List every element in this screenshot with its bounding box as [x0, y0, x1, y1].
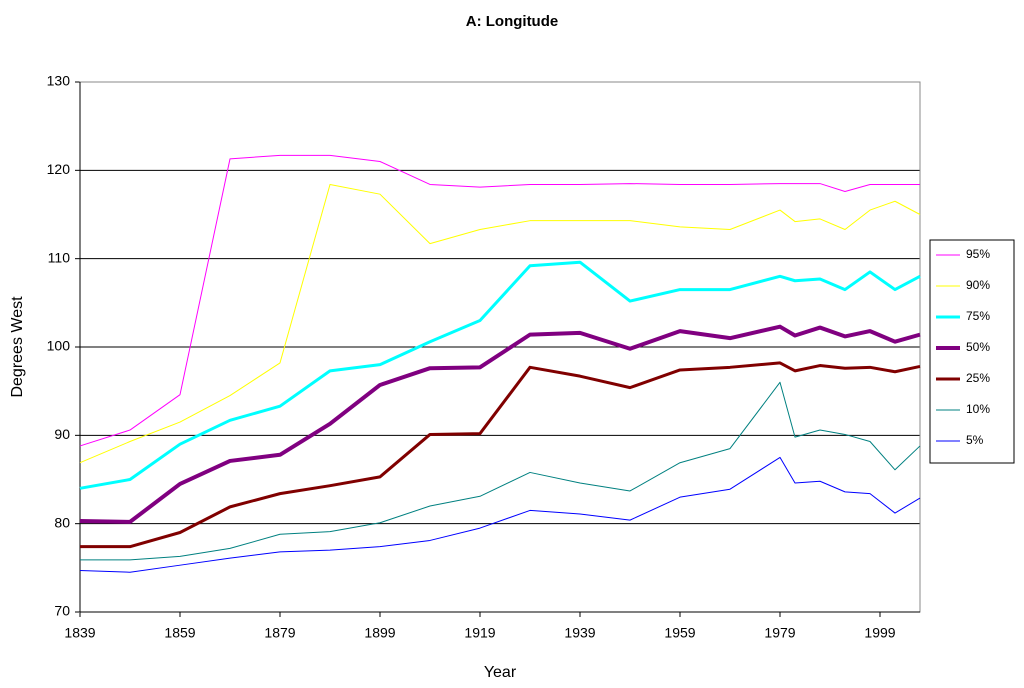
x-tick-label: 1899 — [364, 625, 395, 641]
series-line — [80, 381, 921, 561]
y-tick-label: 120 — [47, 161, 71, 177]
legend-label: 10% — [966, 402, 990, 416]
legend-label: 95% — [966, 247, 990, 261]
chart-title: A: Longitude — [466, 13, 558, 30]
series-line — [79, 324, 921, 524]
x-tick-label: 1919 — [464, 625, 495, 641]
legend-box — [929, 239, 1015, 464]
legend-label: 5% — [966, 433, 984, 447]
x-tick-label: 1859 — [164, 625, 195, 641]
x-tick-label: 1879 — [264, 625, 295, 641]
y-tick-label: 80 — [54, 514, 70, 530]
series-line — [79, 260, 921, 490]
x-tick-label: 1839 — [64, 625, 95, 641]
legend-label: 25% — [966, 371, 990, 385]
series-line — [79, 154, 920, 447]
legend-label: 50% — [966, 340, 990, 354]
y-tick-label: 70 — [54, 603, 70, 619]
x-tick-label: 1959 — [664, 625, 695, 641]
x-tick-label: 1979 — [764, 625, 795, 641]
y-tick-label: 110 — [48, 249, 71, 265]
series-line — [79, 183, 921, 464]
y-tick-label: 100 — [47, 338, 71, 354]
x-axis-label: Year — [484, 664, 517, 681]
x-tick-label: 1999 — [864, 625, 895, 641]
series-line — [79, 456, 921, 573]
y-tick-label: 90 — [54, 426, 70, 442]
legend-label: 75% — [966, 309, 990, 323]
y-tick-label: 130 — [47, 73, 71, 89]
legend-label: 90% — [966, 278, 990, 292]
y-axis-label: Degrees West — [9, 296, 26, 398]
x-tick-label: 1939 — [564, 625, 595, 641]
series-line — [80, 361, 921, 549]
